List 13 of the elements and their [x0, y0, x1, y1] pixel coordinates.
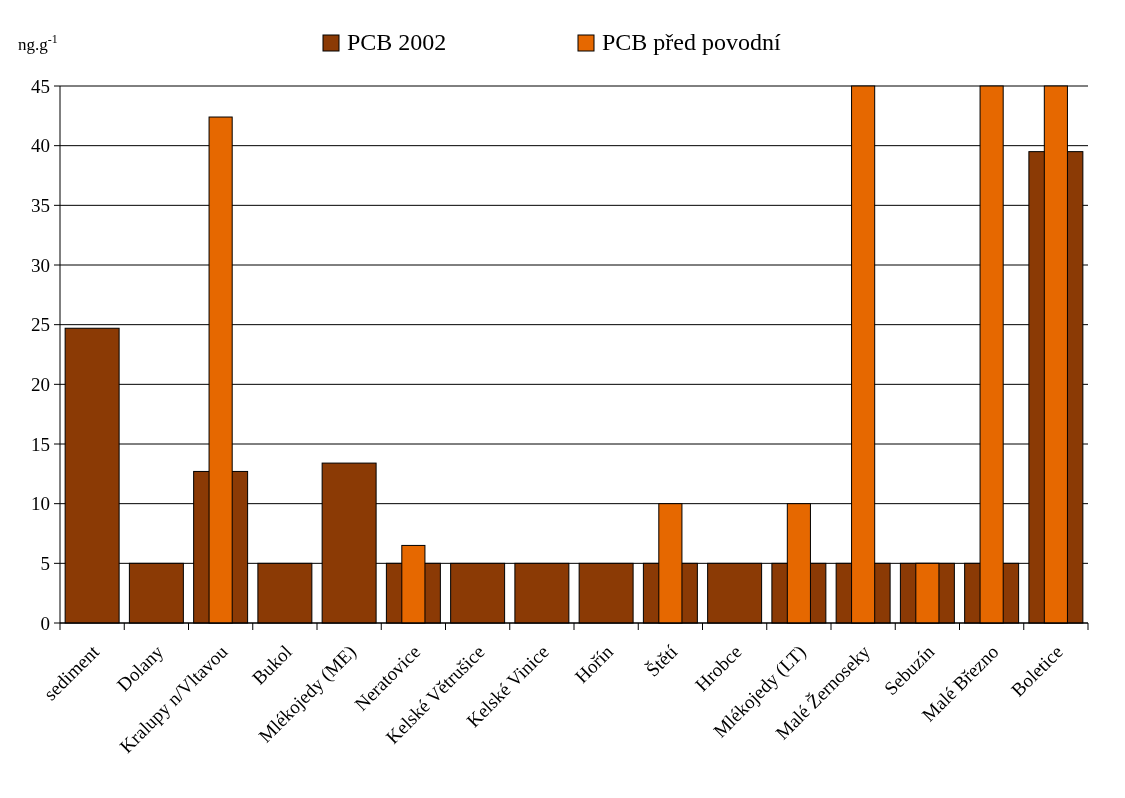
y-tick-label: 35 [31, 194, 50, 216]
y-tick-label: 5 [40, 552, 50, 574]
y-tick-label: 30 [31, 254, 50, 276]
y-tick-label: 25 [31, 314, 50, 336]
y-tick-label: 0 [40, 612, 50, 634]
y-tick-label: 15 [31, 433, 50, 455]
legend-label: PCB 2002 [347, 29, 447, 55]
y-tick-label: 45 [31, 75, 50, 97]
y-tick-label: 10 [31, 493, 50, 515]
y-tick-label: 40 [31, 135, 50, 157]
y-tick-label: 20 [31, 373, 50, 395]
y-axis-title: ng.g$^{-1}$ [18, 32, 58, 54]
legend-label: PCB před povodní [602, 29, 782, 55]
